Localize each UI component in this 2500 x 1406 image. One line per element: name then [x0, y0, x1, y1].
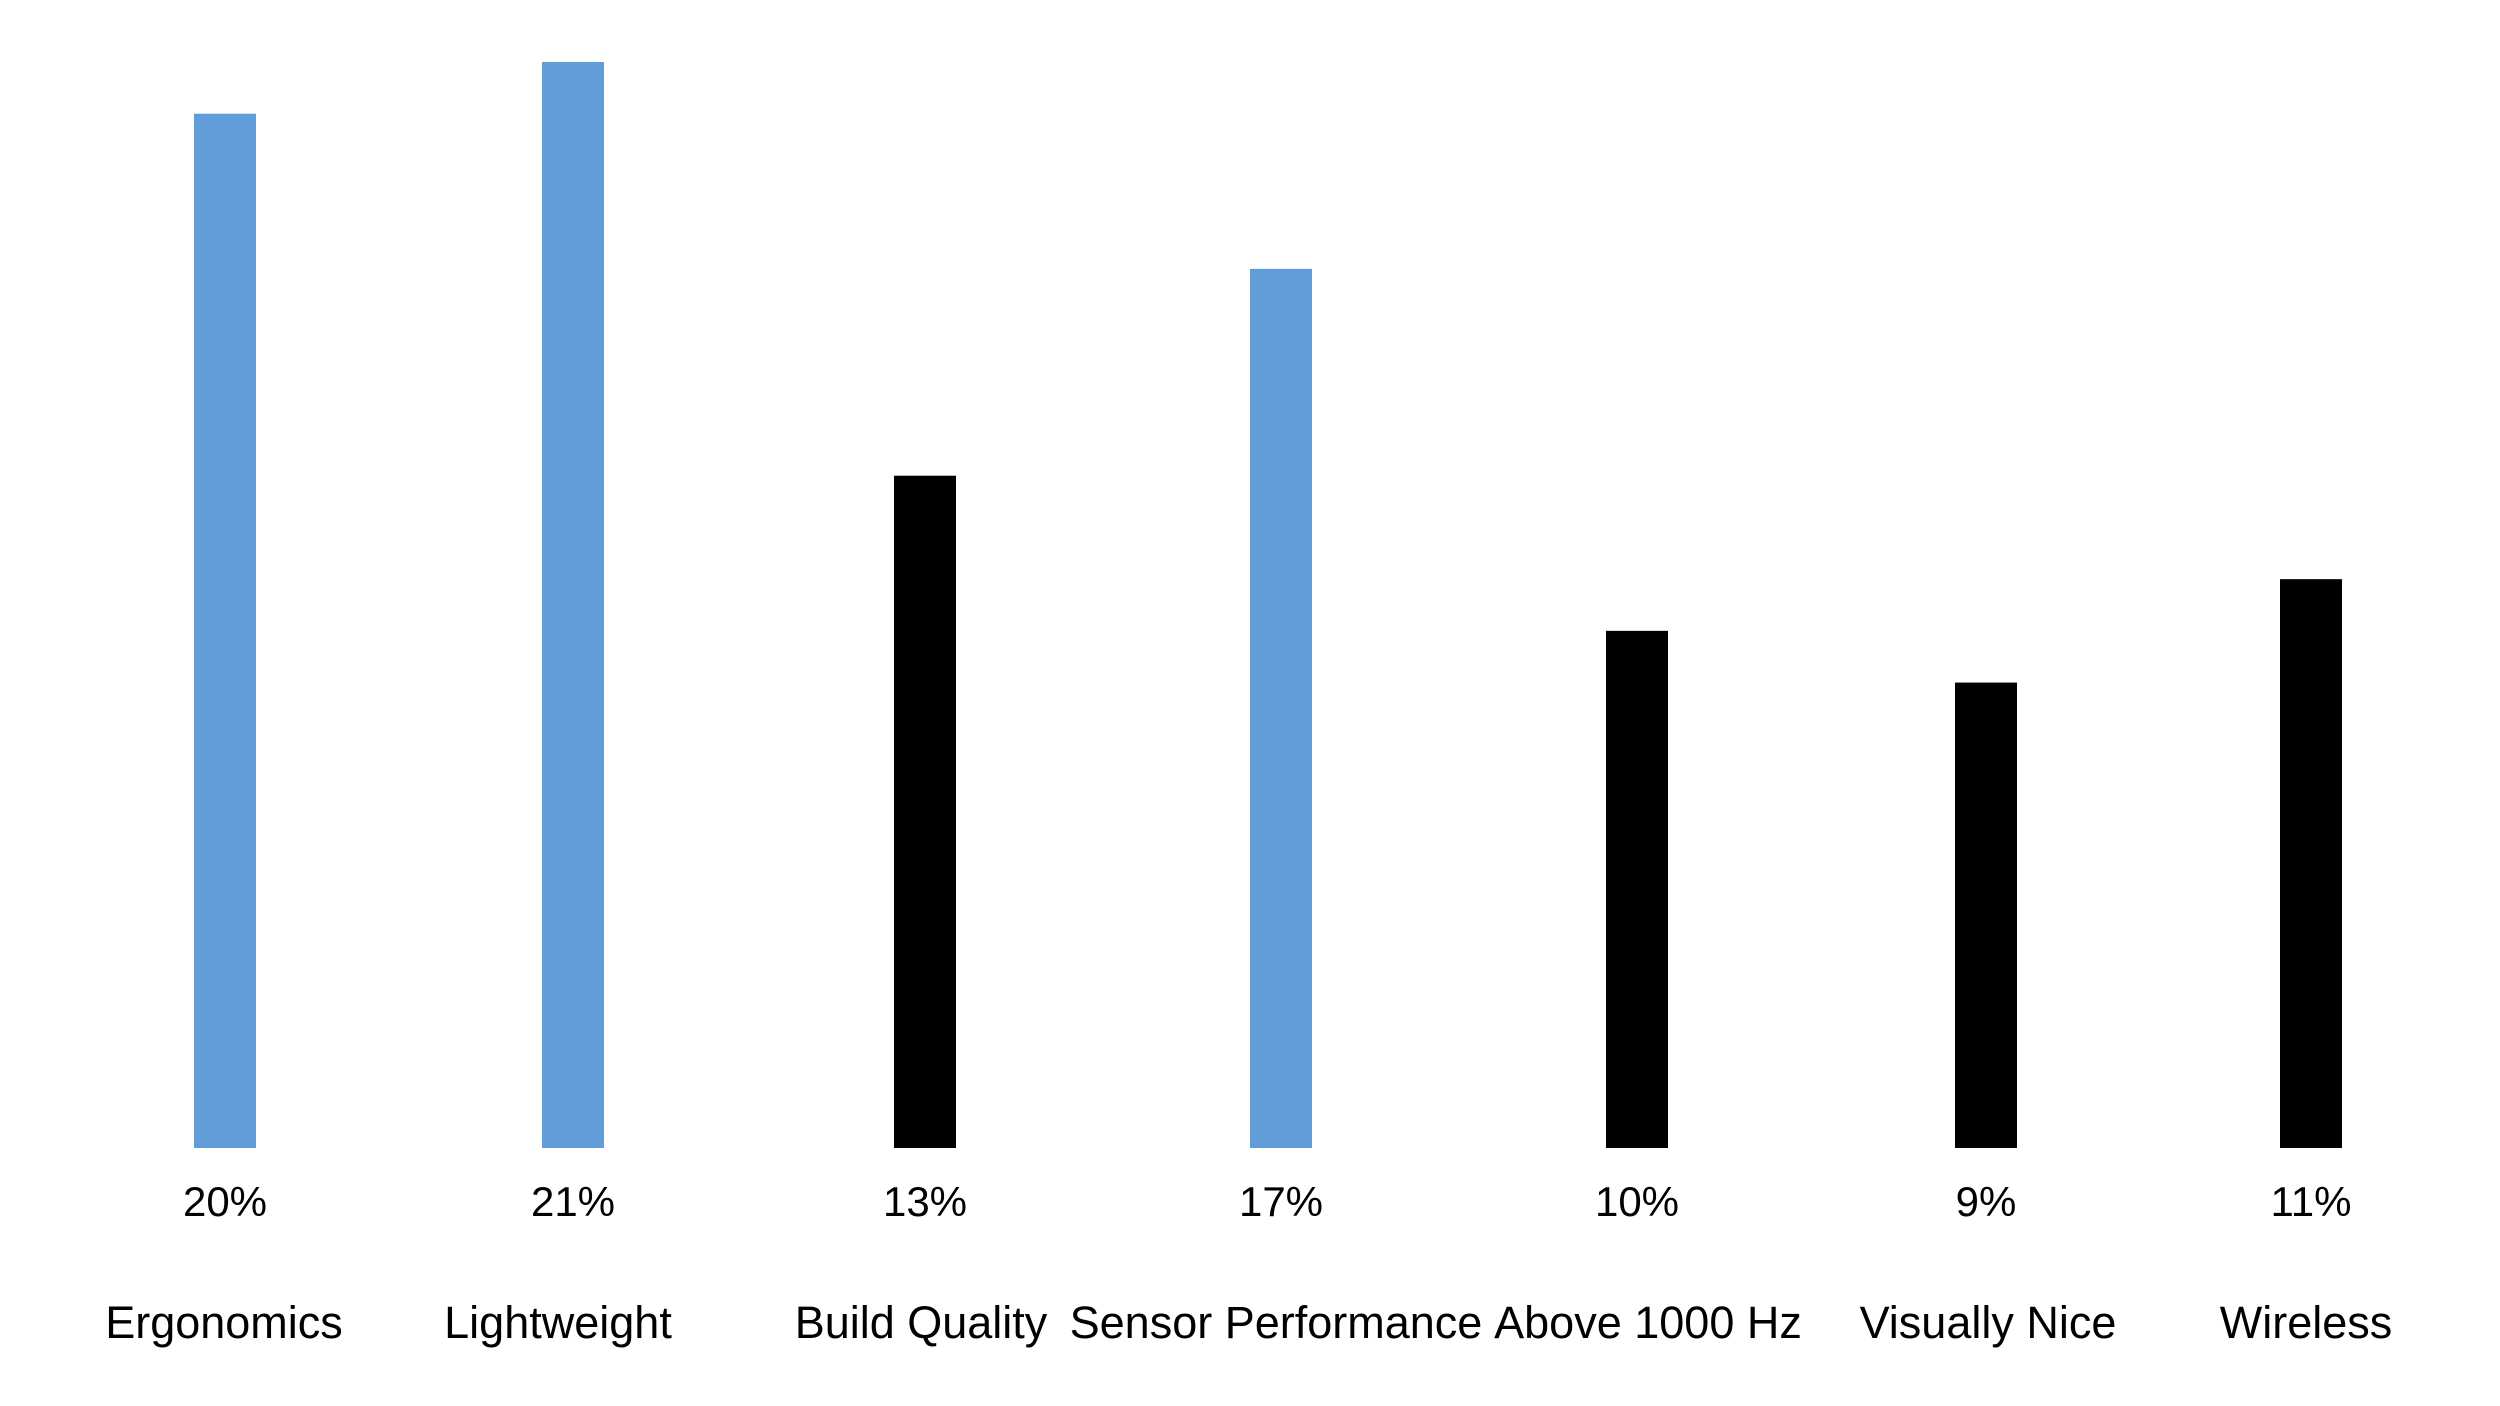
category-labels-group: Ergonomics Lightweight Build Quality Sensor… [105, 1297, 2392, 1348]
value-label: 21% [531, 1178, 615, 1225]
category-label: Build Quality [795, 1297, 1048, 1348]
category-label: Sensor Performance [1070, 1297, 1483, 1348]
category-label: Above 1000 Hz [1494, 1297, 1802, 1348]
bar-wireless [2280, 579, 2342, 1148]
category-label: Wireless [2220, 1297, 2393, 1348]
bar-build-quality [894, 475, 956, 1148]
bar-above-1000-hz [1606, 630, 1668, 1148]
value-label: 10% [1595, 1178, 1679, 1225]
bar-lightweight [542, 62, 604, 1148]
value-label: 9% [1956, 1178, 2017, 1225]
bars-group [194, 62, 2342, 1149]
bar-ergonomics [194, 113, 256, 1149]
value-label: 11% [2271, 1178, 2352, 1225]
value-label: 20% [183, 1178, 267, 1225]
category-label: Visually Nice [1860, 1297, 2117, 1348]
value-label: 17% [1239, 1178, 1323, 1225]
category-label: Lightweight [444, 1297, 672, 1348]
value-label: 13% [883, 1178, 967, 1225]
value-labels-group: 20% 21% 13% 17% 10% 9% 11% [183, 1178, 2352, 1225]
bar-sensor-performance [1250, 268, 1312, 1148]
bar-visually-nice [1955, 682, 2017, 1148]
category-label: Ergonomics [105, 1297, 343, 1348]
